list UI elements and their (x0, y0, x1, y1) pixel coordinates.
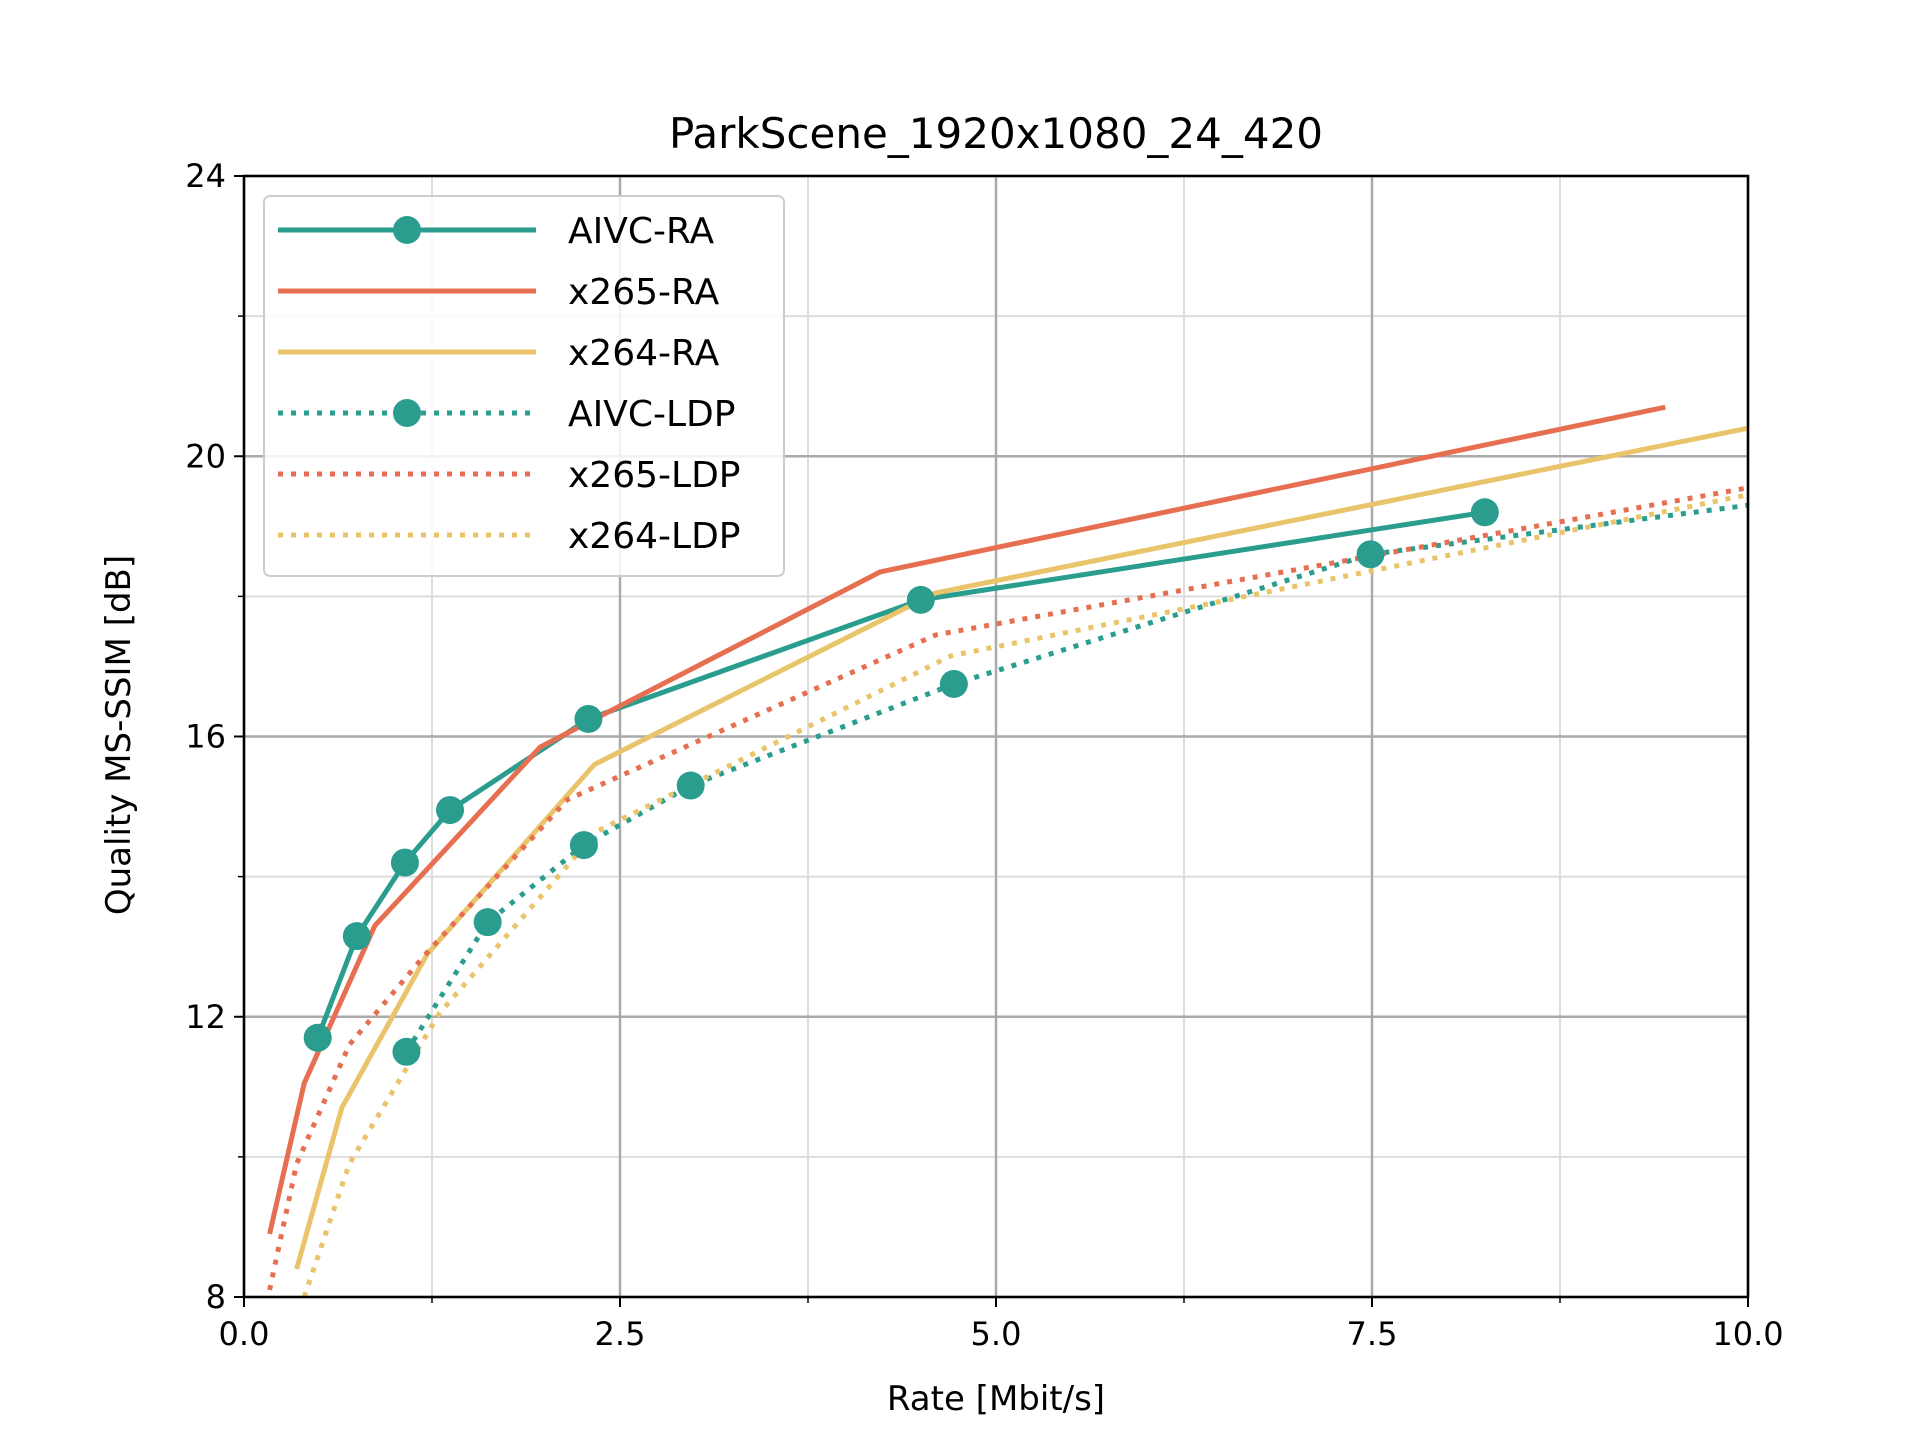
legend-label-aivc-ra: AIVC-RA (568, 211, 715, 252)
data-point-aivc-ldp (569, 831, 598, 860)
axes-layer: 0.0 2.5 5.0 7.5 10.0 8 12 16 20 24 (185, 157, 1783, 1353)
data-point-aivc-ra (303, 1023, 332, 1052)
chart-title: ParkScene_1920x1080_24_420 (669, 109, 1323, 158)
legend: AIVC-RA x265-RA x264-RA AIVC-LDP x265-LDP x26… (263, 195, 785, 577)
legend-marker-aivc-ldp (393, 399, 421, 427)
data-point-aivc-ra (906, 585, 935, 614)
data-point-aivc-ldp (676, 771, 705, 800)
data-point-aivc-ldp (1356, 540, 1385, 569)
y-tick-label: 16 (185, 718, 226, 756)
series-layer (267, 404, 1748, 1297)
series-line-x264-ldp (301, 492, 1748, 1297)
data-point-aivc-ldp (473, 908, 502, 937)
legend-label-x265-ldp: x265-LDP (568, 455, 741, 496)
data-point-aivc-ldp (392, 1037, 421, 1066)
data-point-aivc-ra (342, 922, 371, 951)
data-point-aivc-ra (436, 796, 465, 825)
x-tick-label: 10.0 (1712, 1315, 1783, 1353)
legend-label-x265-ra: x265-RA (568, 272, 720, 313)
x-tick-label: 2.5 (595, 1315, 646, 1353)
series-line-x265-ra (267, 404, 1666, 1235)
x-tick-label: 5.0 (971, 1315, 1022, 1353)
legend-marker-aivc-ra (393, 216, 421, 244)
y-tick-label: 12 (185, 998, 226, 1036)
y-axis-title: Quality MS-SSIM [dB] (99, 555, 139, 915)
x-tick-label: 7.5 (1347, 1315, 1398, 1353)
y-tick-label: 8 (206, 1278, 226, 1316)
data-point-aivc-ldp (939, 669, 968, 698)
x-tick-label: 0.0 (219, 1315, 270, 1353)
data-point-aivc-ra (1470, 498, 1499, 527)
legend-label-x264-ldp: x264-LDP (568, 516, 741, 557)
series-line-x265-ldp (267, 485, 1748, 1291)
x-axis-title: Rate [Mbit/s] (887, 1379, 1105, 1419)
y-tick-label: 24 (185, 157, 226, 195)
legend-label-aivc-ldp: AIVC-LDP (568, 394, 735, 435)
legend-label-x264-ra: x264-RA (568, 333, 720, 374)
data-point-aivc-ra (390, 848, 419, 877)
data-point-aivc-ra (574, 704, 603, 733)
series-line-x264-ra (294, 425, 1748, 1270)
y-tick-label: 20 (185, 437, 226, 475)
